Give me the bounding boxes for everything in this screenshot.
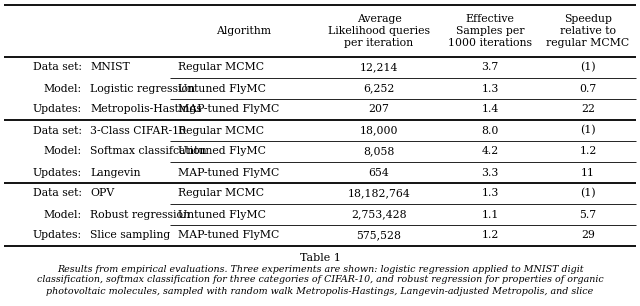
Text: Slice sampling: Slice sampling (90, 230, 170, 241)
Text: Untuned FlyMC: Untuned FlyMC (178, 210, 266, 219)
Text: (1): (1) (580, 188, 596, 199)
Text: Logistic regression: Logistic regression (90, 84, 195, 94)
Text: Model:: Model: (44, 84, 82, 94)
Text: 1.2: 1.2 (481, 230, 499, 241)
Text: 6,252: 6,252 (364, 84, 395, 94)
Text: Untuned FlyMC: Untuned FlyMC (178, 84, 266, 94)
Text: Effective
Samples per
1000 iterations: Effective Samples per 1000 iterations (448, 14, 532, 48)
Text: 1.3: 1.3 (481, 188, 499, 199)
Text: 5.7: 5.7 (579, 210, 596, 219)
Text: Model:: Model: (44, 147, 82, 156)
Text: 3-Class CIFAR-10: 3-Class CIFAR-10 (90, 125, 186, 136)
Text: 1.1: 1.1 (481, 210, 499, 219)
Text: Data set:: Data set: (33, 62, 82, 73)
Text: MAP-tuned FlyMC: MAP-tuned FlyMC (178, 105, 279, 114)
Text: Average
Likelihood queries
per iteration: Average Likelihood queries per iteration (328, 14, 430, 48)
Text: 1.2: 1.2 (579, 147, 596, 156)
Text: 0.7: 0.7 (579, 84, 596, 94)
Text: MNIST: MNIST (90, 62, 130, 73)
Text: 575,528: 575,528 (356, 230, 401, 241)
Text: Data set:: Data set: (33, 125, 82, 136)
Text: Regular MCMC: Regular MCMC (178, 188, 264, 199)
Text: photovoltaic molecules, sampled with random walk Metropolis-Hastings, Langevin-a: photovoltaic molecules, sampled with ran… (46, 286, 594, 296)
Text: 12,214: 12,214 (360, 62, 398, 73)
Text: 1.3: 1.3 (481, 84, 499, 94)
Text: 207: 207 (369, 105, 389, 114)
Text: Regular MCMC: Regular MCMC (178, 62, 264, 73)
Text: Robust regression: Robust regression (90, 210, 190, 219)
Text: Langevin: Langevin (90, 167, 141, 177)
Text: Softmax classifcation: Softmax classifcation (90, 147, 207, 156)
Text: Regular MCMC: Regular MCMC (178, 125, 264, 136)
Text: Untuned FlyMC: Untuned FlyMC (178, 147, 266, 156)
Text: 654: 654 (369, 167, 389, 177)
Text: 22: 22 (581, 105, 595, 114)
Text: (1): (1) (580, 125, 596, 136)
Text: 11: 11 (581, 167, 595, 177)
Text: Model:: Model: (44, 210, 82, 219)
Text: (1): (1) (580, 62, 596, 73)
Text: Updates:: Updates: (33, 230, 82, 241)
Text: 2,753,428: 2,753,428 (351, 210, 407, 219)
Text: MAP-tuned FlyMC: MAP-tuned FlyMC (178, 230, 279, 241)
Text: 1.4: 1.4 (481, 105, 499, 114)
Text: 3.3: 3.3 (481, 167, 499, 177)
Text: 3.7: 3.7 (481, 62, 499, 73)
Text: 29: 29 (581, 230, 595, 241)
Text: Updates:: Updates: (33, 105, 82, 114)
Text: 8,058: 8,058 (364, 147, 395, 156)
Text: Data set:: Data set: (33, 188, 82, 199)
Text: classification, softmax classification for three categories of CIFAR-10, and rob: classification, softmax classification f… (36, 275, 604, 285)
Text: Table 1: Table 1 (300, 253, 340, 263)
Text: Results from empirical evaluations. Three experiments are shown: logistic regres: Results from empirical evaluations. Thre… (57, 264, 583, 274)
Text: Metropolis-Hastings: Metropolis-Hastings (90, 105, 202, 114)
Text: Algorithm: Algorithm (216, 26, 271, 36)
Text: 4.2: 4.2 (481, 147, 499, 156)
Text: Speedup
relative to
regular MCMC: Speedup relative to regular MCMC (547, 14, 630, 48)
Text: 8.0: 8.0 (481, 125, 499, 136)
Text: 18,000: 18,000 (360, 125, 398, 136)
Text: Updates:: Updates: (33, 167, 82, 177)
Text: OPV: OPV (90, 188, 115, 199)
Text: 18,182,764: 18,182,764 (348, 188, 410, 199)
Text: MAP-tuned FlyMC: MAP-tuned FlyMC (178, 167, 279, 177)
